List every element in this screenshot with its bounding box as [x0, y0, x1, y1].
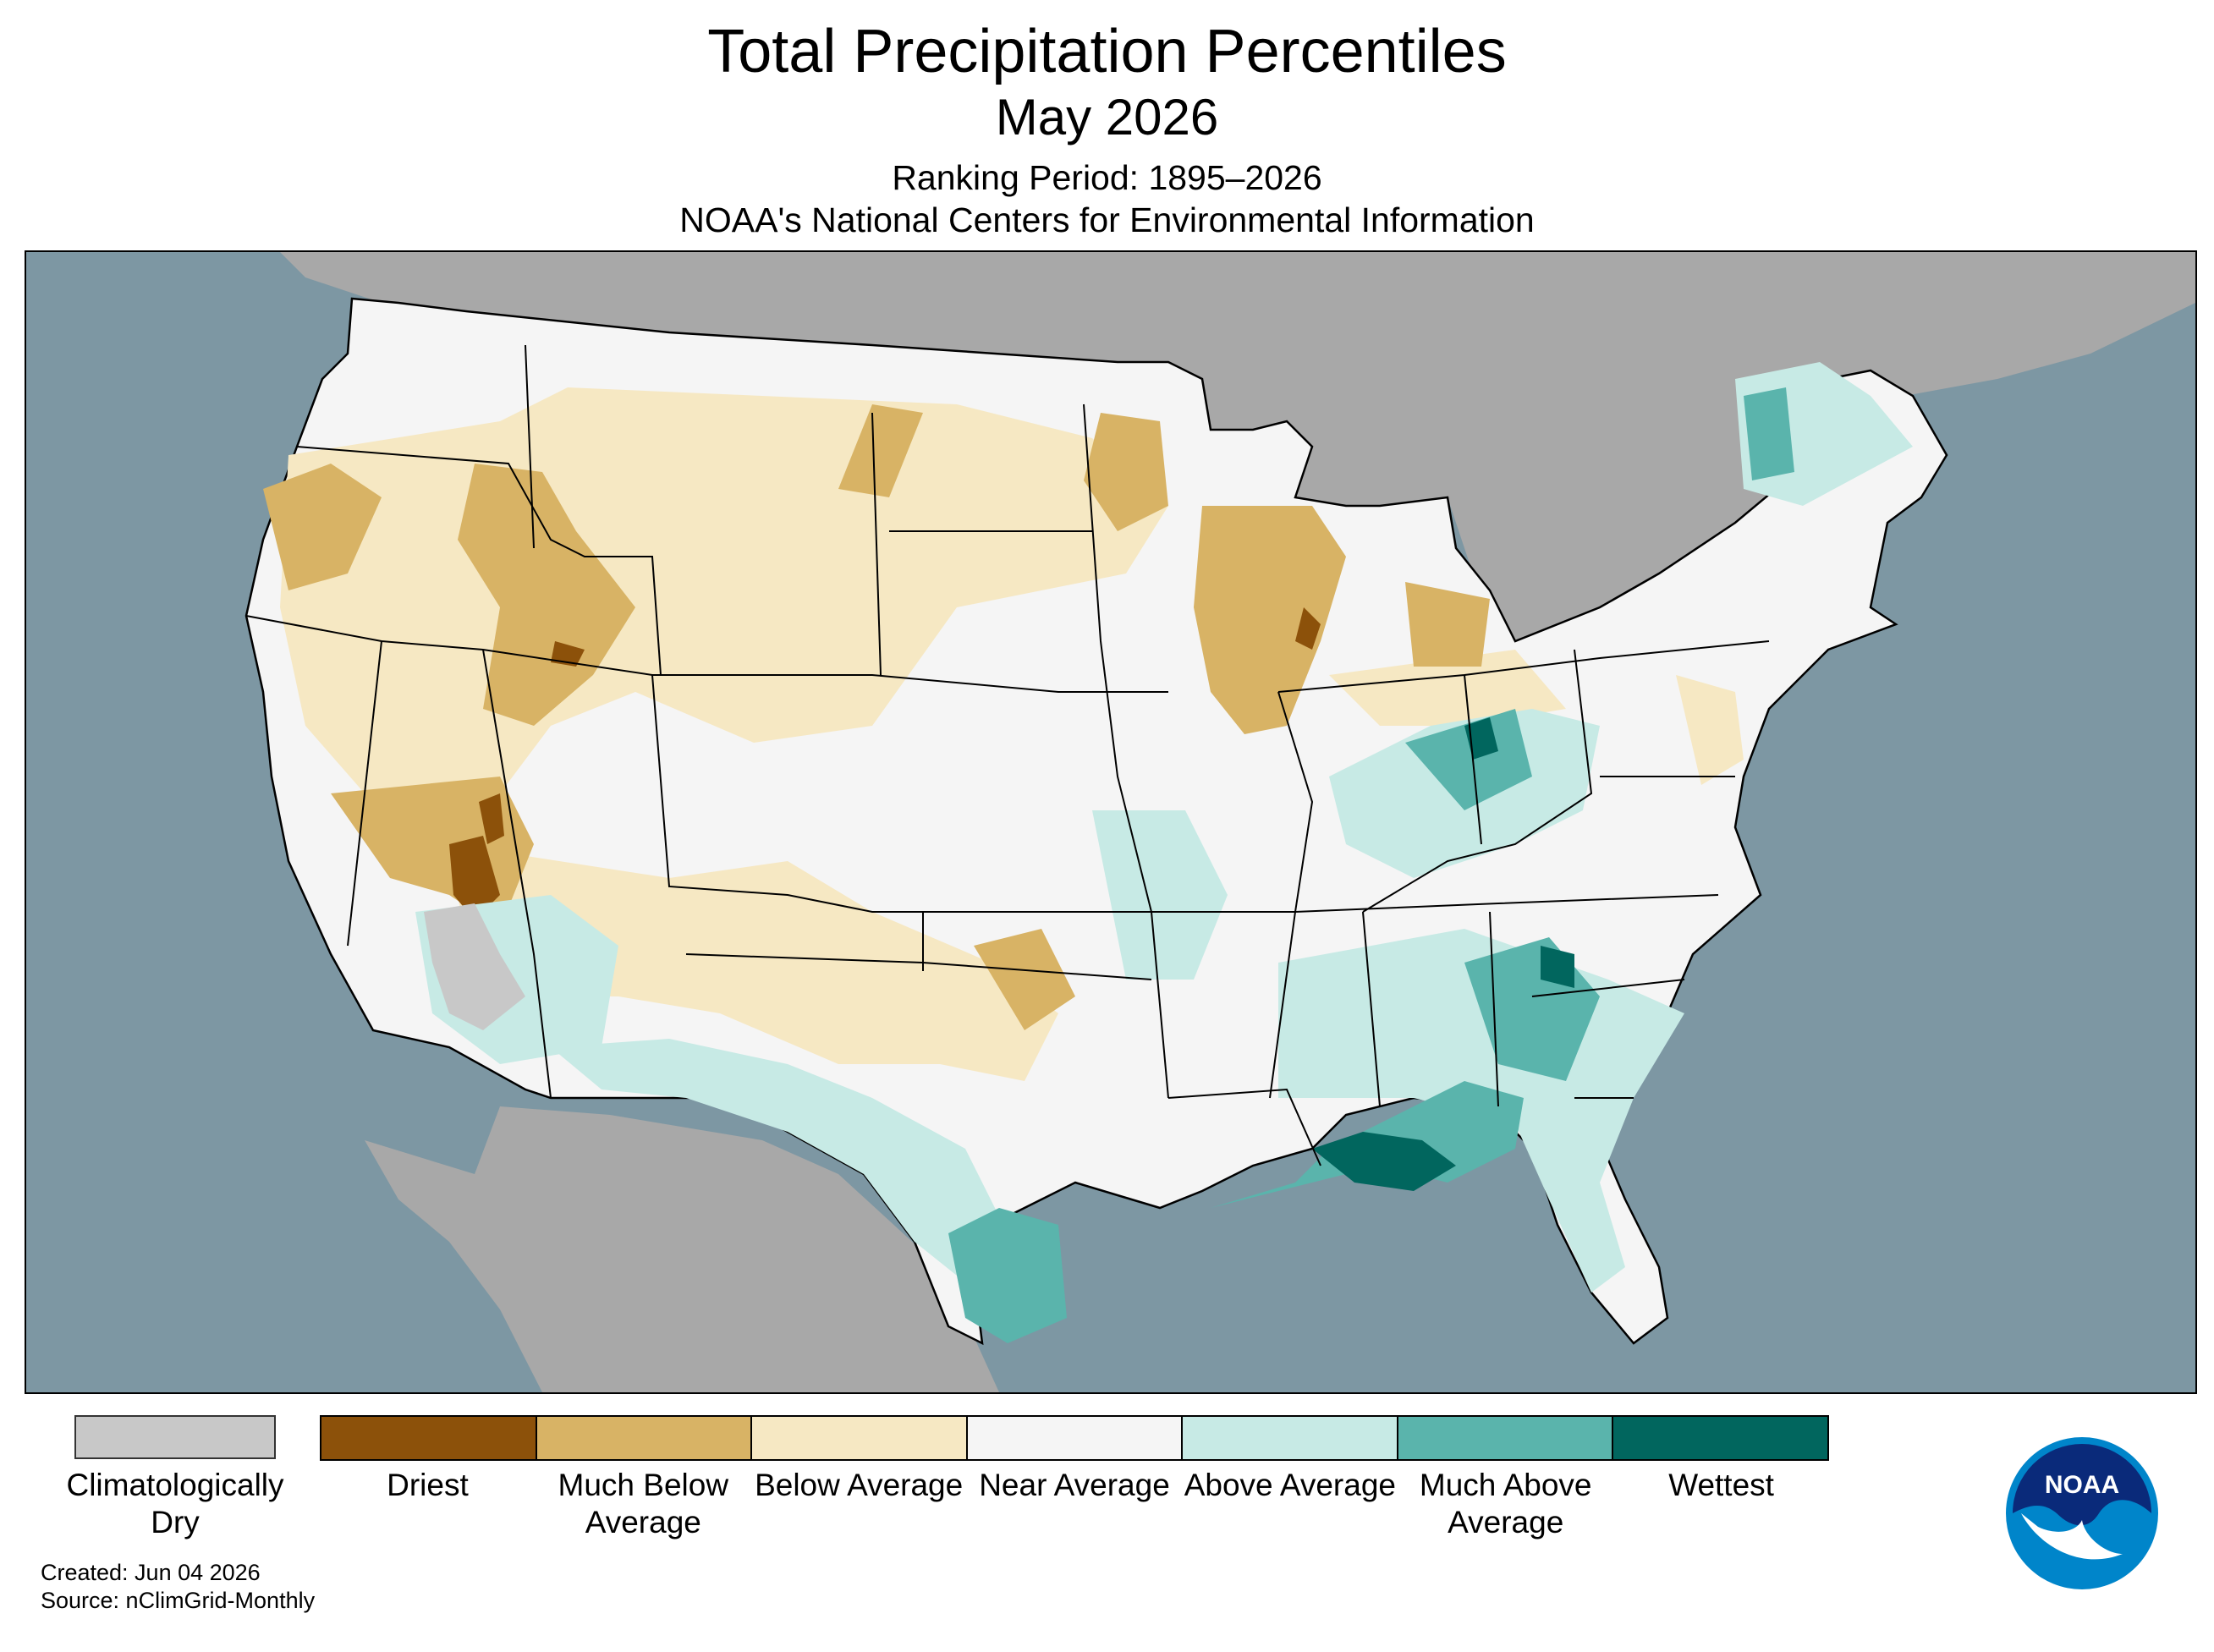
climatologically-dry-swatch [74, 1415, 276, 1459]
climatologically-dry-label: Climatologically Dry [66, 1468, 284, 1539]
climatologically-dry-region [424, 903, 525, 1030]
scale-swatch-below-average [752, 1417, 968, 1459]
scale-swatch-driest [321, 1417, 537, 1459]
noaa-logo-icon: NOAA [2006, 1437, 2158, 1589]
data-source: Source: nClimGrid-Monthly [41, 1588, 316, 1613]
mexico-land [365, 1106, 999, 1392]
scale-label-driest: Driest [387, 1468, 469, 1502]
scale-label-below-average: Below Average [755, 1468, 964, 1502]
scale-label-much-above-average: Much Above Average [1419, 1468, 1592, 1539]
percentile-color-scale [320, 1415, 1829, 1461]
scale-swatch-near-average [967, 1417, 1184, 1459]
map-period: May 2026 [995, 89, 1219, 145]
created-date: Created: Jun 04 2026 [41, 1560, 261, 1585]
scale-label-much-below-average: Much Below Average [558, 1468, 729, 1539]
ranking-period: Ranking Period: 1895–2026 [892, 158, 1322, 197]
scale-label-wettest: Wettest [1668, 1468, 1774, 1502]
map-canvas [26, 252, 2195, 1392]
wettest-regions [1312, 717, 1574, 1191]
scale-swatch-wettest [1613, 1417, 1828, 1459]
scale-swatch-much-below-average [536, 1417, 753, 1459]
driest-regions [449, 607, 1321, 920]
scale-swatch-above-average [1183, 1417, 1398, 1459]
map-title: Total Precipitation Percentiles [707, 18, 1507, 85]
scale-label-above-average: Above Average [1184, 1468, 1396, 1502]
scale-label-near-average: Near Average [979, 1468, 1170, 1502]
source-organization: NOAA's National Centers for Environmenta… [679, 200, 1535, 239]
state-borders [245, 344, 1770, 1166]
noaa-logo-text: NOAA [2045, 1471, 2119, 1499]
scale-swatch-much-above-average [1398, 1417, 1614, 1459]
precipitation-map [25, 250, 2197, 1394]
